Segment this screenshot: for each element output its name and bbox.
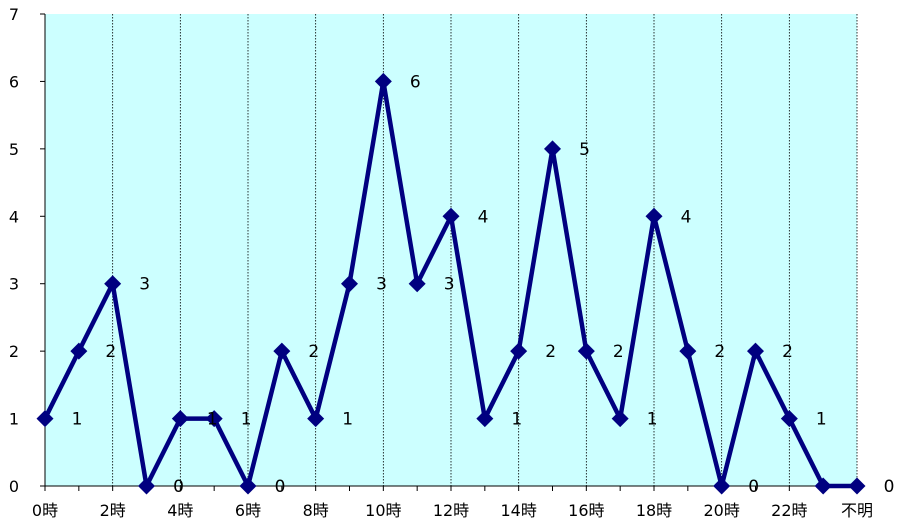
data-label: 4	[681, 207, 692, 227]
y-tick-label: 1	[9, 410, 19, 429]
x-tick-label: 6時	[235, 501, 261, 520]
data-point-marker	[577, 342, 595, 360]
data-point-marker	[611, 410, 629, 428]
data-point-marker	[848, 477, 866, 495]
x-tick-label: 20時	[703, 501, 739, 520]
y-axis-ticks: 0 1 2 3 4 5 6 7	[9, 5, 45, 496]
data-label: 2	[613, 342, 624, 362]
x-tick-label: 12時	[433, 501, 469, 520]
data-point-marker	[747, 342, 764, 360]
data-label: 1	[342, 410, 353, 430]
data-label: 0	[884, 477, 895, 497]
data-point-marker	[408, 275, 426, 293]
data-point-marker	[442, 207, 460, 225]
y-tick-label: 3	[9, 275, 19, 294]
y-tick-label: 0	[9, 477, 19, 496]
series-group	[36, 72, 866, 495]
data-label: 2	[545, 342, 556, 362]
data-labels: 1 2 3 0 1 1 0 2 1 3 6 3 4 1 2 5 2 1 4 2 0 2 1 0	[72, 72, 895, 497]
data-label: 1	[72, 410, 83, 430]
data-label: 0	[275, 477, 286, 497]
data-label: 5	[579, 140, 590, 160]
data-label: 1	[647, 410, 658, 430]
data-label: 0	[748, 477, 759, 497]
data-label: 2	[308, 342, 319, 362]
data-point-marker	[104, 275, 122, 293]
x-tick-label: 不明	[841, 501, 873, 520]
data-label: 2	[714, 342, 725, 362]
data-point-marker	[138, 477, 155, 495]
y-tick-label: 6	[9, 72, 19, 91]
x-tick-label: 4時	[167, 501, 193, 520]
data-point-marker	[713, 477, 731, 495]
data-point-marker	[239, 477, 257, 495]
x-tick-label: 16時	[568, 501, 604, 520]
grid-lines	[112, 14, 858, 486]
data-point-marker	[476, 410, 494, 428]
plot-area	[45, 14, 857, 486]
data-label: 2	[782, 342, 793, 362]
data-point-marker	[341, 275, 358, 293]
data-label: 1	[207, 410, 218, 430]
data-label: 6	[410, 72, 421, 92]
data-point-marker	[70, 342, 88, 360]
x-tick-label: 10時	[365, 501, 401, 520]
data-point-marker	[679, 342, 697, 360]
y-tick-label: 5	[9, 140, 19, 159]
data-label: 2	[105, 342, 116, 362]
data-label: 3	[139, 275, 150, 295]
x-tick-label: 18時	[636, 501, 672, 520]
data-label: 1	[511, 410, 522, 430]
data-point-marker	[510, 342, 528, 360]
data-label: 3	[376, 275, 387, 295]
data-point-marker	[273, 342, 291, 360]
x-tick-label: 8時	[303, 501, 329, 520]
y-tick-label: 4	[9, 207, 19, 226]
data-label: 4	[478, 207, 489, 227]
data-label: 1	[241, 410, 252, 430]
data-label: 3	[444, 275, 455, 295]
data-point-marker	[645, 207, 663, 225]
y-tick-label: 2	[9, 342, 19, 361]
data-point-marker	[307, 410, 325, 428]
data-point-marker	[780, 410, 798, 428]
data-label: 0	[173, 477, 184, 497]
x-axis-ticks: 0時 2時 4時 6時 8時 10時 12時 14時 16時 18時 20時 22時 不明	[32, 486, 873, 520]
y-tick-label: 7	[9, 5, 19, 24]
x-tick-label: 14時	[500, 501, 536, 520]
x-tick-label: 22時	[771, 501, 807, 520]
x-tick-label: 2時	[100, 501, 126, 520]
data-point-marker	[814, 477, 832, 495]
data-point-marker	[544, 140, 561, 158]
data-label: 1	[816, 410, 827, 430]
data-point-marker	[36, 410, 54, 428]
x-tick-label: 0時	[32, 501, 58, 520]
data-point-marker	[171, 410, 189, 428]
data-point-marker	[374, 72, 392, 90]
data-point-marker	[205, 410, 223, 428]
